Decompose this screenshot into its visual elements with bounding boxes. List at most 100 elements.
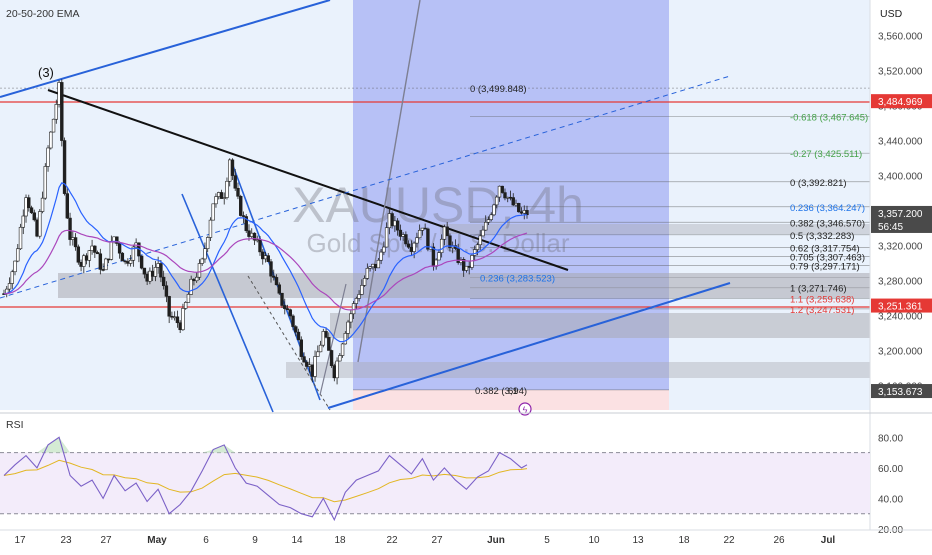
candle-body <box>51 118 56 133</box>
candle-body <box>24 197 28 217</box>
candle-body <box>211 203 215 221</box>
candle-body <box>382 246 386 253</box>
candle-body <box>115 236 119 244</box>
price-tag: 3,357.200 <box>878 209 923 220</box>
wave-label: (3) <box>38 65 54 80</box>
candle-body <box>269 261 273 277</box>
candle-body <box>49 131 53 149</box>
fib-label: 0 (3,392.821) <box>790 178 847 189</box>
candle-body <box>170 315 174 318</box>
candle-body <box>461 259 466 271</box>
candle-body <box>82 255 86 267</box>
fib-label: -0.27 (3,425.511) <box>790 149 862 160</box>
candle-body <box>172 316 177 319</box>
rsi-line <box>3 436 528 522</box>
price-tick: 3,520.000 <box>878 67 923 78</box>
candle-body <box>101 269 105 271</box>
candle-body <box>283 305 287 309</box>
time-tick: 27 <box>431 535 443 546</box>
candle-body <box>423 227 427 230</box>
candle-body <box>194 276 199 282</box>
candle-body <box>43 166 47 199</box>
candle-body <box>439 238 444 253</box>
candle-body <box>517 202 521 213</box>
candle-body <box>217 192 221 197</box>
candle-body <box>371 263 375 268</box>
candle-body <box>384 227 389 248</box>
candle-body <box>318 344 323 353</box>
candle-body <box>98 253 103 270</box>
candle-body <box>387 213 392 229</box>
fib-label: 0.62 (3,317.754) <box>790 243 860 254</box>
price-tag: 3,251.361 <box>878 302 923 313</box>
event-marker-icon[interactable] <box>518 402 532 416</box>
candle-body <box>445 226 449 237</box>
time-tick: 13 <box>632 535 644 546</box>
candle-body <box>472 249 477 256</box>
fib-label: 1 (3,271.746) <box>790 284 847 295</box>
candle-body <box>395 220 400 231</box>
ema-line <box>3 182 527 343</box>
candle-body <box>32 212 36 221</box>
candle-body <box>90 245 94 251</box>
candle-body <box>321 331 326 346</box>
candle-body <box>142 267 147 275</box>
candle-body <box>332 365 337 379</box>
time-tick: 26 <box>773 535 785 546</box>
candle-body <box>228 159 232 182</box>
candle-body <box>492 204 496 216</box>
candle-body <box>203 248 207 260</box>
candle-body <box>379 251 383 261</box>
time-tick: 27 <box>100 535 112 546</box>
grey-zone-4 <box>440 224 870 234</box>
price-tag-bg <box>871 384 932 399</box>
candle-body <box>255 239 259 242</box>
candle-body <box>73 237 78 248</box>
candle-body <box>511 197 515 206</box>
candle-body <box>503 192 507 199</box>
candle-body <box>200 258 204 264</box>
candle-body <box>87 250 92 261</box>
fib-label: 0.705 (3,307.463) <box>790 252 865 263</box>
rsi-tick: 80.00 <box>878 433 903 444</box>
time-tick: Jun <box>487 535 505 546</box>
candle-body <box>263 255 268 260</box>
candle-body <box>183 302 188 309</box>
candle-body <box>310 364 314 377</box>
candle-body <box>186 294 191 303</box>
candle-body <box>415 237 419 244</box>
indicator-label[interactable]: 20-50-200 EMA <box>6 8 80 20</box>
ema-line <box>3 229 528 311</box>
candle-body <box>280 292 284 306</box>
candle-body <box>35 219 39 237</box>
candle-body <box>161 276 166 287</box>
candle-body <box>145 273 149 282</box>
candle-body <box>241 215 246 217</box>
candle-body <box>486 219 491 223</box>
event-marker-glyph: ϟ <box>523 405 528 415</box>
candle-body <box>525 210 529 216</box>
fib-label: 1.1 (3,259.638) <box>790 294 854 305</box>
candle-body <box>79 261 83 267</box>
candle-body <box>181 308 185 331</box>
rsi-label[interactable]: RSI <box>6 419 24 431</box>
candle-body <box>431 246 436 267</box>
candle-body <box>412 242 416 252</box>
rsi-tick: 40.00 <box>878 494 903 505</box>
currency-label[interactable]: USD <box>880 8 903 20</box>
candle-body <box>175 316 180 324</box>
candle-body <box>324 331 328 338</box>
time-axis-ticks: 17 23 27 May 6 9 14 18 22 27 Jun 5 10 13 18 22 26 Jul <box>14 535 835 546</box>
candle-body <box>475 244 480 250</box>
candle-body <box>46 147 50 167</box>
candle-body <box>167 296 171 317</box>
candle-body <box>285 308 290 311</box>
price-axis[interactable] <box>870 0 932 530</box>
candle-body <box>164 285 169 297</box>
candle-body <box>481 229 485 237</box>
target-zone-red <box>353 390 669 410</box>
candle-body <box>230 159 235 176</box>
candle-body <box>18 226 23 250</box>
